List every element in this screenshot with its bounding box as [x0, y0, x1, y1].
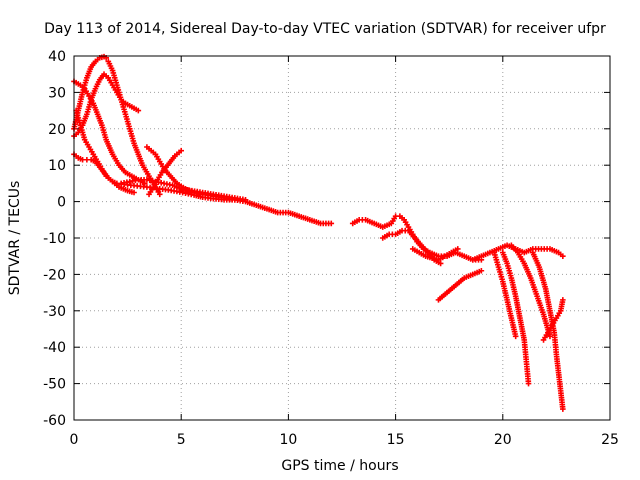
series-arc-1 [71, 53, 163, 198]
series-arc-18 [530, 249, 566, 412]
y-tick-label: -60 [43, 413, 66, 429]
x-tick-label: 25 [601, 432, 619, 448]
data-point [178, 147, 184, 154]
y-tick-label: 0 [57, 195, 66, 211]
data-point [328, 220, 335, 227]
series-arc-12 [435, 267, 485, 303]
x-tick-label: 20 [494, 432, 512, 448]
data-point [156, 191, 163, 198]
data-point [454, 246, 461, 252]
series-arc-15 [500, 249, 532, 387]
series-arc-8 [146, 147, 184, 198]
data-point [560, 297, 566, 303]
y-tick-label: -40 [43, 340, 66, 356]
chart-title: Day 113 of 2014, Sidereal Day-to-day VTE… [44, 21, 606, 37]
series-arc-16 [508, 242, 553, 340]
data-point [437, 260, 444, 267]
plot-frame [73, 55, 611, 421]
series-arc-17 [540, 297, 566, 343]
y-tick-label: 10 [48, 158, 66, 174]
grid-lines [74, 56, 610, 420]
data-point [560, 406, 566, 412]
data-points [71, 53, 566, 412]
data-point [131, 189, 137, 196]
series-arc-7 [144, 144, 238, 203]
y-tick-label: -30 [43, 304, 66, 320]
y-tick-label: -10 [43, 231, 66, 247]
data-point [242, 196, 249, 203]
axis-ticks: 0 5 10 15 20 25 40 30 20 10 0 -10 -20 -30 -40 -50 -60 [43, 49, 619, 448]
series-arc-9 [349, 213, 485, 263]
data-point [478, 267, 485, 274]
x-tick-label: 0 [70, 432, 79, 448]
data-point [560, 253, 566, 259]
x-tick-label: 5 [177, 432, 186, 448]
y-tick-label: 40 [48, 49, 66, 65]
x-axis-label: GPS time / hours [281, 458, 398, 474]
data-point [525, 380, 532, 387]
y-tick-label: 30 [48, 85, 66, 101]
data-point [547, 333, 553, 340]
series-arc-11 [409, 246, 461, 263]
series-arc-5 [71, 151, 335, 227]
x-tick-label: 10 [279, 432, 297, 448]
y-tick-label: -20 [43, 267, 66, 283]
data-point [135, 107, 142, 114]
y-axis-label: SDTVAR / TECUs [7, 181, 23, 296]
series-arc-14 [491, 249, 519, 340]
y-tick-label: -50 [43, 377, 66, 393]
x-tick-label: 15 [387, 432, 405, 448]
data-point [512, 333, 519, 340]
data-point [232, 196, 238, 203]
series-arc-10 [379, 227, 444, 267]
y-tick-label: 20 [48, 122, 66, 138]
